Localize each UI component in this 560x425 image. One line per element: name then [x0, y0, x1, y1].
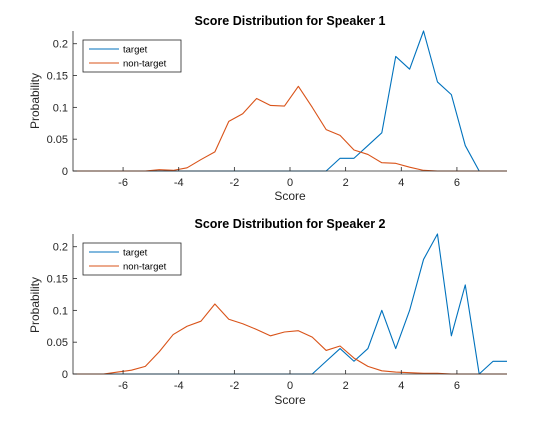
legend [82, 242, 182, 276]
legend-entry: non-target [123, 262, 167, 273]
x-tick-label: -4 [174, 380, 184, 392]
y-tick-label: 0.2 [53, 242, 68, 254]
x-tick-label: 4 [398, 380, 404, 392]
x-tick-label: -2 [229, 177, 239, 189]
y-tick-label: 0.1 [53, 305, 68, 317]
x-tick-label: -2 [229, 380, 239, 392]
x-tick-label: -4 [174, 177, 184, 189]
y-tick-label: 0.1 [53, 102, 68, 114]
x-tick-label: 2 [343, 177, 349, 189]
x-tick-label: -6 [118, 177, 128, 189]
y-tick-label: 0 [62, 166, 68, 178]
series-line-target [73, 233, 507, 375]
series-line-non-target [73, 303, 507, 375]
y-tick-label: 0.2 [53, 39, 68, 51]
speaker2-chart: Score Distribution for Speaker 2 Score P… [28, 217, 507, 407]
x-axis-label: Score [274, 393, 306, 407]
x-tick-label: 6 [454, 380, 460, 392]
speaker1-chart: Score Distribution for Speaker 1 Score P… [28, 14, 507, 203]
x-axis-label: Score [274, 189, 306, 203]
y-tick-label: 0.15 [47, 274, 68, 286]
y-axis-label: Probability [28, 277, 42, 333]
y-tick-label: 0.05 [47, 337, 68, 349]
legend-entry: non-target [123, 59, 167, 70]
y-tick-label: 0.15 [47, 71, 68, 83]
x-tick-label: 0 [287, 177, 293, 189]
series-line-non-target [73, 85, 507, 172]
x-tick-label: -6 [118, 380, 128, 392]
chart-title: Score Distribution for Speaker 2 [194, 217, 385, 231]
legend-entry: target [123, 248, 148, 259]
x-tick-label: 6 [454, 177, 460, 189]
y-axis-label: Probability [28, 73, 42, 129]
y-tick-label: 0 [62, 369, 68, 381]
legend [82, 39, 182, 73]
legend-entry: target [123, 45, 148, 56]
chart-title: Score Distribution for Speaker 1 [194, 14, 385, 28]
series-line-target [73, 30, 507, 172]
x-tick-label: 0 [287, 380, 293, 392]
y-tick-label: 0.05 [47, 134, 68, 146]
x-tick-label: 4 [398, 177, 404, 189]
x-tick-label: 2 [343, 380, 349, 392]
